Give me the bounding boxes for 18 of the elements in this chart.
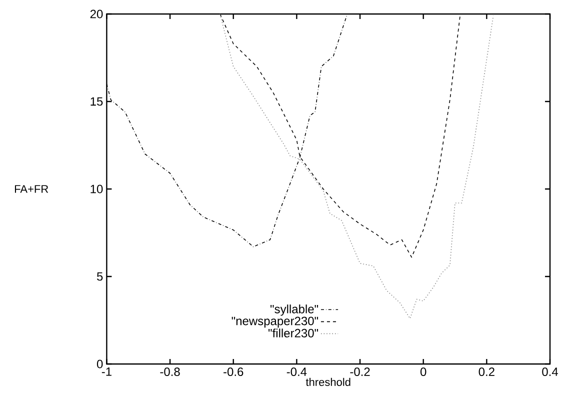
y-axis-title: FA+FR	[14, 185, 48, 193]
x-tick-label: -1	[102, 368, 112, 376]
legend-label: "syllable"	[270, 304, 318, 316]
y-tick-label: 10	[90, 184, 103, 194]
x-tick-label: -0.2	[350, 368, 370, 376]
y-tick-label: 15	[90, 97, 103, 106]
x-axis-title: threshold	[306, 378, 350, 386]
x-tick-label: 0	[420, 368, 426, 376]
y-tick-label: 0	[96, 360, 103, 368]
x-tick-label: -0.8	[160, 368, 180, 376]
x-tick-label: 0.4	[542, 368, 558, 376]
x-tick-label: 0.2	[478, 368, 494, 376]
x-tick-label: -0.6	[224, 368, 244, 376]
y-tick-label: 5	[96, 272, 103, 281]
legend-label: "filler230"	[268, 328, 318, 338]
x-tick-label: -0.4	[286, 368, 307, 376]
legend-label: "newspaper230"	[232, 316, 318, 328]
y-tick-label: 20	[90, 10, 103, 18]
